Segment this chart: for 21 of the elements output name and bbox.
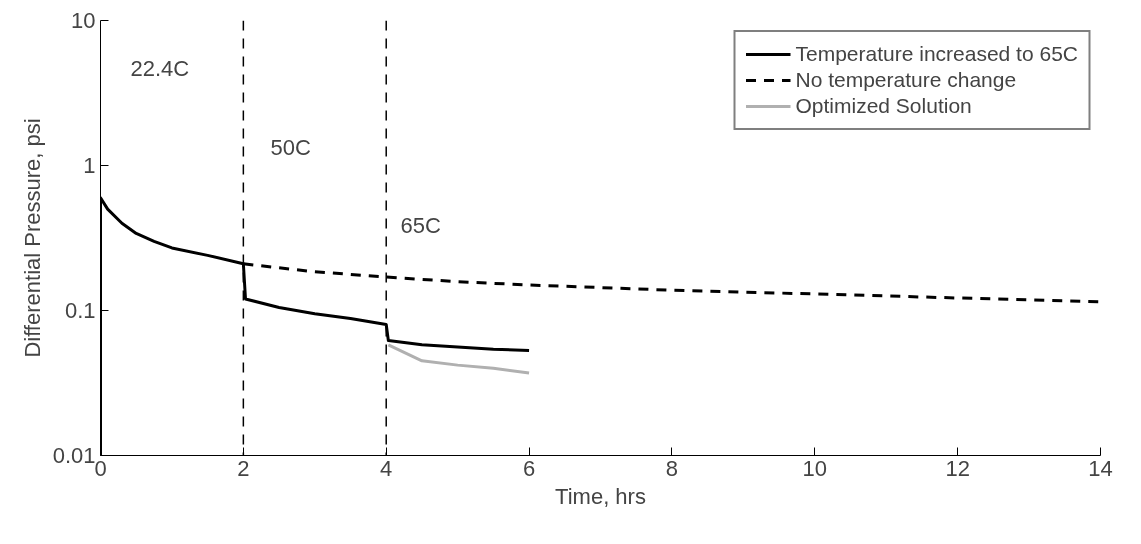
- x-tick-label: 4: [380, 455, 393, 481]
- y-axis-title: Differential Pressure, psi: [19, 118, 45, 358]
- annotation: 65C: [400, 213, 441, 238]
- x-tick-label: 8: [665, 455, 679, 481]
- x-tick-label: 0: [94, 455, 107, 481]
- legend-label: Temperature increased to 65C: [795, 42, 1078, 66]
- line-series: [386, 343, 531, 375]
- y-tick-label: 0.1: [64, 298, 96, 323]
- legend-label: Optimized Solution: [795, 94, 972, 118]
- y-tick-label: 0.01: [52, 443, 96, 468]
- x-tick-label: 10: [802, 455, 828, 481]
- x-tick-label: 12: [945, 455, 970, 481]
- annotation: 50C: [270, 134, 311, 160]
- y-tick-label: 10: [71, 8, 96, 33]
- legend-label: No temperature change: [795, 68, 1017, 92]
- x-axis-title: Time, hrs: [555, 483, 646, 509]
- y-tick-label: 1: [83, 153, 96, 178]
- annotation: 22.4C: [130, 56, 190, 82]
- x-tick-label: 2: [237, 455, 250, 481]
- x-tick-label: 14: [1088, 455, 1113, 481]
- x-tick-label: 6: [522, 455, 536, 481]
